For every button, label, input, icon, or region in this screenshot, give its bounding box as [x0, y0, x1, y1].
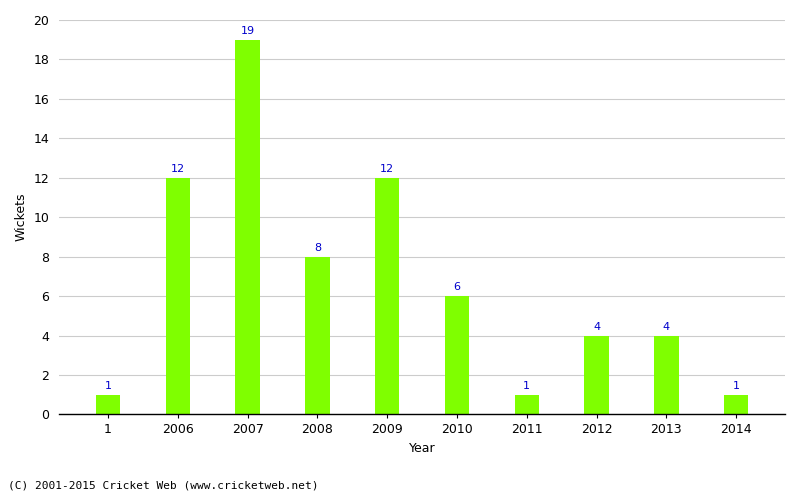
Bar	[584, 336, 609, 414]
Bar	[375, 178, 399, 414]
Bar	[445, 296, 469, 414]
Text: (C) 2001-2015 Cricket Web (www.cricketweb.net): (C) 2001-2015 Cricket Web (www.cricketwe…	[8, 480, 318, 490]
Bar	[166, 178, 190, 414]
Bar	[305, 256, 330, 414]
Bar	[235, 40, 260, 414]
Text: 12: 12	[170, 164, 185, 174]
Text: 8: 8	[314, 242, 321, 252]
Text: 12: 12	[380, 164, 394, 174]
Text: 4: 4	[593, 322, 600, 332]
Bar	[514, 394, 539, 414]
Text: 1: 1	[733, 381, 740, 391]
Bar	[654, 336, 678, 414]
Y-axis label: Wickets: Wickets	[15, 193, 28, 242]
Text: 4: 4	[662, 322, 670, 332]
Text: 6: 6	[454, 282, 461, 292]
Bar	[724, 394, 748, 414]
Text: 19: 19	[241, 26, 254, 36]
X-axis label: Year: Year	[409, 442, 435, 455]
Bar	[96, 394, 120, 414]
Text: 1: 1	[523, 381, 530, 391]
Text: 1: 1	[105, 381, 111, 391]
